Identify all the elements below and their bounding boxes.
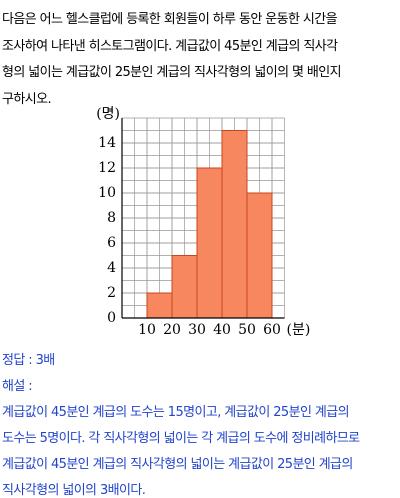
bar (196, 167, 223, 319)
text-line: 다음은 어느 헬스클럽에 등록한 회원들이 하루 동안 운동한 시간을 (2, 12, 338, 27)
y-tick-label: 2 (107, 285, 116, 301)
y-tick-label: 0 (107, 310, 116, 326)
text-line: 계급값이 45분인 계급의 직사각형의 넓이는 계급값이 25분인 계급의 (2, 457, 353, 472)
text-line: 구하시오. (2, 91, 52, 107)
x-tick-label: 10 (138, 322, 156, 338)
y-tick-label: 12 (98, 160, 116, 176)
y-tick-label: 8 (107, 210, 116, 226)
text-line: 계급값이 45분인 계급의 도수는 15명이고, 계급값이 25분인 계급의 (2, 405, 350, 420)
histogram: 0 2 4 6 8 10 12 14 10 20 30 40 50 60 (명) (분) (96, 106, 311, 338)
y-tick-label: 4 (107, 260, 116, 276)
text-line: 조사하여 나타낸 히스토그램이다. 계급값이 45분인 계급의 직사각 (2, 38, 338, 54)
explanation-title: 해설 : (2, 379, 33, 394)
x-tick-label: 60 (263, 322, 281, 338)
text-line: 직사각형의 넓이의 3배이다. (2, 483, 146, 498)
text-line: 도수는 5명이다. 각 직사각형의 넓이는 각 계급의 도수에 정비례하므로 (2, 431, 360, 446)
bar (171, 255, 198, 319)
answer: 정답 : 3배 (2, 353, 55, 368)
x-tick-label: 40 (213, 322, 231, 338)
y-tick-label: 14 (98, 135, 116, 151)
bar (146, 292, 173, 319)
x-tick-label: 30 (188, 322, 206, 338)
bar (246, 192, 273, 319)
y-tick-label: 10 (98, 185, 116, 201)
bar (221, 130, 248, 319)
x-tick-label: 50 (238, 322, 256, 338)
x-tick-label: 20 (163, 322, 181, 338)
text-line: 형의 넓이는 계급값이 25분인 계급의 직사각형의 넓이의 몇 배인지 (2, 65, 342, 80)
x-axis-label: (분) (287, 322, 311, 338)
y-tick-label: 6 (107, 235, 116, 251)
y-axis-label: (명) (96, 106, 120, 122)
